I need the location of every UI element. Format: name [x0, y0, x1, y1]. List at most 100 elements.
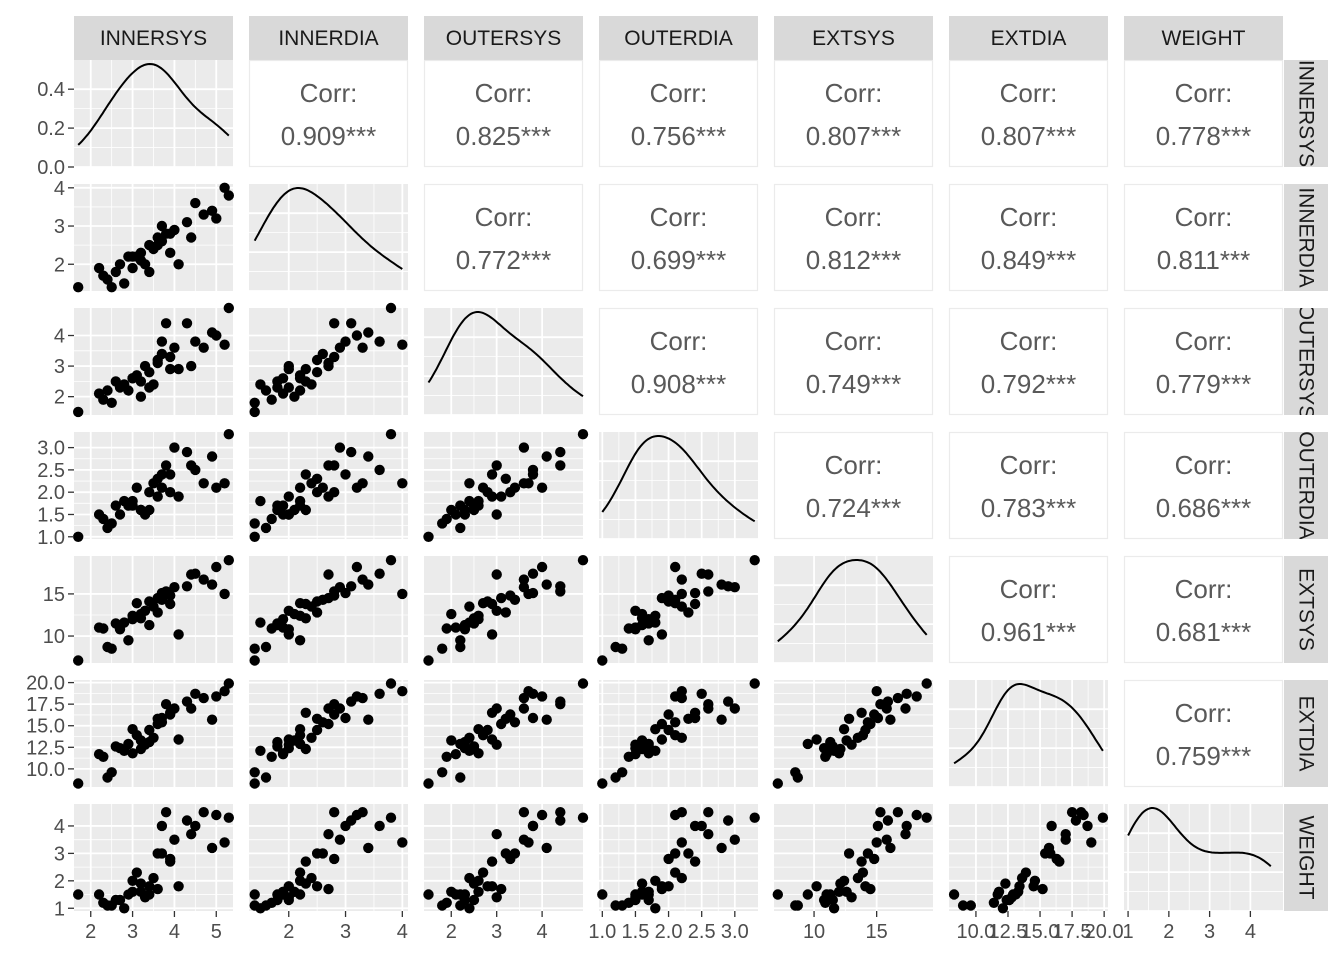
- scatter-point: [505, 487, 516, 498]
- scatter-point: [156, 482, 168, 493]
- scatter-point: [311, 881, 323, 892]
- corr-value: 0.778***: [1156, 121, 1251, 151]
- scatter-point: [181, 815, 193, 826]
- row-strip-label: OUTERSYS: [1295, 304, 1318, 420]
- y-tick-label: 3.0: [37, 438, 65, 460]
- scatter-point: [1014, 881, 1025, 892]
- scatter-point: [283, 881, 294, 892]
- scatter-point: [260, 522, 272, 534]
- scatter-point: [555, 581, 566, 592]
- scatter-point: [441, 623, 452, 634]
- scatter-point: [110, 266, 122, 278]
- scatter-point: [169, 342, 180, 353]
- scatter-point: [190, 197, 201, 209]
- scatter-point: [323, 569, 334, 580]
- scatter-point: [374, 568, 385, 579]
- scatter-point: [446, 608, 457, 620]
- scatter-point: [885, 714, 896, 725]
- scatter-point: [555, 807, 566, 818]
- scatter-point: [486, 629, 498, 640]
- scatter-point: [446, 504, 457, 516]
- scatter-point: [198, 807, 209, 818]
- y-tick-label: 10: [43, 626, 65, 648]
- scatter-point: [219, 182, 230, 193]
- scatter-point: [491, 460, 502, 471]
- scatter-point: [683, 713, 694, 724]
- corr-value: 0.724***: [806, 493, 901, 523]
- scatter-point: [993, 886, 1005, 897]
- scatter-point: [289, 391, 300, 402]
- scatter-point: [577, 555, 589, 566]
- scatter-point: [374, 464, 385, 476]
- scatter-point: [459, 504, 471, 516]
- scatter-point: [911, 809, 922, 821]
- y-tick-label: 1.5: [37, 504, 65, 526]
- scatter-point: [198, 692, 209, 704]
- scatter-point: [73, 282, 84, 293]
- scatter-point: [249, 655, 260, 666]
- y-tick-label: 2.5: [37, 460, 65, 482]
- scatter-point: [283, 363, 294, 375]
- corr-value: 0.681***: [1156, 617, 1251, 647]
- x-tick-label: 2: [283, 921, 294, 943]
- scatter-point: [802, 889, 813, 900]
- scatter-point: [323, 829, 334, 840]
- scatter-point: [957, 900, 969, 911]
- scatter-point: [450, 749, 461, 760]
- scatter-point: [486, 469, 498, 480]
- scatter-point: [206, 327, 218, 338]
- scatter-point: [106, 397, 117, 408]
- scatter-point: [577, 678, 589, 689]
- scatter-point: [211, 691, 222, 702]
- scatter-point: [455, 772, 466, 783]
- scatter-point: [173, 734, 184, 745]
- corr-panel: [423, 59, 584, 168]
- scatter-point: [144, 889, 155, 900]
- scatter-point: [106, 282, 117, 293]
- scatter-point: [676, 837, 687, 848]
- scatter-point: [397, 478, 408, 489]
- scatter-point: [93, 889, 105, 900]
- scatter-point: [206, 205, 218, 216]
- scatter-point: [948, 889, 960, 900]
- scatter-point: [114, 509, 126, 520]
- scatter-point: [650, 724, 661, 735]
- scatter-point: [135, 391, 147, 402]
- corr-value: 0.759***: [1156, 741, 1251, 771]
- corr-value: 0.792***: [981, 369, 1076, 399]
- scatter-point: [317, 482, 328, 493]
- scatter-point: [346, 318, 357, 329]
- column-strip: [774, 16, 933, 60]
- scatter-point: [385, 812, 397, 823]
- scatter-point: [152, 473, 163, 484]
- corr-value: 0.961***: [981, 617, 1076, 647]
- scatter-point: [676, 574, 687, 585]
- scatter-point: [650, 903, 661, 914]
- scatter-point: [329, 807, 340, 818]
- density-curve: [77, 62, 230, 146]
- panel-background: [424, 680, 583, 787]
- scatter-point: [676, 686, 687, 697]
- scatter-point: [1020, 867, 1032, 878]
- scatter-point: [555, 815, 566, 826]
- scatter-point: [527, 568, 539, 579]
- scatter-point: [165, 853, 176, 865]
- corr-value: 0.686***: [1156, 493, 1251, 523]
- scatter-point: [300, 707, 311, 718]
- scatter-point: [160, 699, 172, 710]
- scatter-point: [272, 741, 283, 752]
- scatter-point: [856, 707, 867, 718]
- y-tick-label: 4: [54, 178, 65, 200]
- y-tick-label: 10.0: [26, 759, 65, 781]
- scatter-point: [670, 809, 681, 821]
- scatter-point: [374, 336, 385, 347]
- scatter-point: [329, 590, 340, 601]
- scatter-point: [198, 478, 209, 489]
- corr-value: 0.749***: [806, 369, 901, 399]
- scatter-point: [219, 339, 230, 350]
- scatter-point: [441, 897, 452, 908]
- y-tick-label: 17.5: [26, 694, 65, 716]
- scatter-point: [397, 588, 408, 600]
- panel-grid: [424, 680, 583, 787]
- scatter-point: [464, 872, 475, 884]
